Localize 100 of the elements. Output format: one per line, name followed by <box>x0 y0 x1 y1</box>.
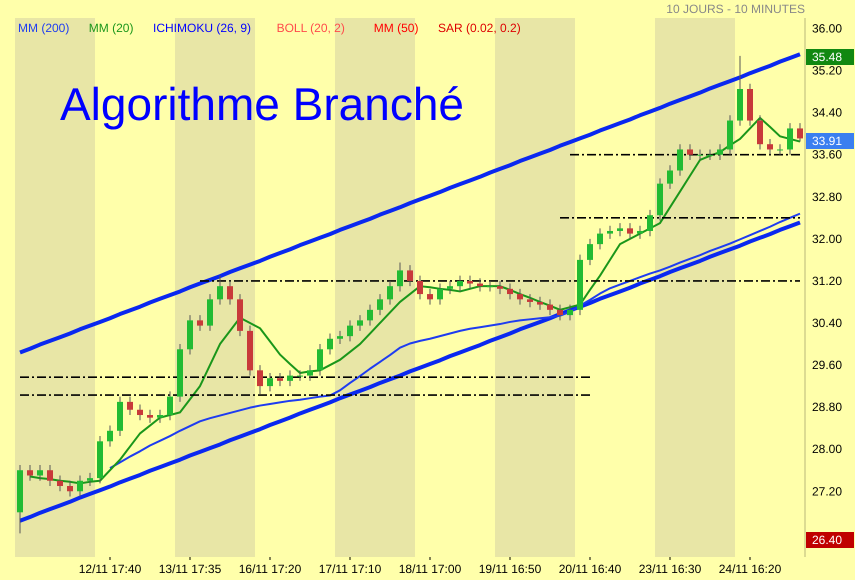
candlestick <box>127 396 133 416</box>
candlestick <box>467 275 473 290</box>
candlestick <box>447 280 453 295</box>
annotation: ICHIMOKU (26, 9) <box>153 21 252 35</box>
line-series <box>18 220 802 523</box>
x-tick-label: 16/11 17:20 <box>238 562 302 576</box>
y-tick-label: 35.20 <box>812 64 842 78</box>
candlestick <box>567 304 573 321</box>
candlestick <box>337 330 343 345</box>
candlestick <box>597 228 603 250</box>
candlestick <box>87 472 93 487</box>
candlestick <box>667 164 673 190</box>
candlestick <box>437 283 443 306</box>
candlestick <box>47 464 53 487</box>
candlestick <box>527 294 533 308</box>
candlestick <box>707 148 713 160</box>
text: 35.48 <box>812 50 842 64</box>
text: MM (200) <box>18 21 70 35</box>
candlestick <box>347 320 353 342</box>
annotation: SAR (0.02, 0.2) <box>438 21 521 35</box>
candlestick <box>607 225 613 240</box>
y-tick-label: 30.40 <box>812 316 842 330</box>
candlestick <box>387 280 393 306</box>
candlestick <box>307 364 313 382</box>
y-tick-label: 34.40 <box>812 106 842 120</box>
y-tick-label: 27.20 <box>812 484 842 498</box>
candlestick <box>547 298 553 316</box>
candlestick <box>427 288 433 306</box>
y-tick-label: 33.60 <box>812 148 842 162</box>
x-tick-label: 13/11 17:35 <box>158 562 222 576</box>
y-tick-label: 36.00 <box>812 22 842 36</box>
x-tick-label: 20/11 16:40 <box>558 562 622 576</box>
line-series <box>18 52 802 354</box>
candlestick <box>497 280 503 295</box>
chart-subtitle: 10 JOURS - 10 MINUTES <box>666 2 805 16</box>
candlestick <box>507 283 513 300</box>
candlestick <box>407 264 413 287</box>
y-tick-label: 28.80 <box>812 400 842 414</box>
candlestick <box>557 304 563 321</box>
x-tick-label: 17/11 17:10 <box>318 562 382 576</box>
candlestick <box>777 144 783 156</box>
candlestick <box>157 409 163 424</box>
candlestick <box>77 474 83 498</box>
annotation: MM (50) <box>374 21 418 35</box>
candlestick <box>57 474 63 492</box>
candlestick <box>697 148 703 160</box>
candlestick <box>137 404 143 421</box>
x-tick-label: 23/11 16:30 <box>638 562 702 576</box>
candlestick <box>327 333 333 356</box>
text: Algorithme Branché <box>60 78 464 130</box>
y-tick-label: 31.20 <box>812 274 842 288</box>
candlestick <box>787 122 793 156</box>
candlestick <box>367 304 373 326</box>
candlestick <box>647 209 653 237</box>
candlestick <box>217 275 223 306</box>
x-tick-label: 24/11 16:20 <box>718 562 782 576</box>
candlestick <box>297 370 303 382</box>
candlestick <box>757 114 763 150</box>
candlestick <box>717 144 723 160</box>
candlestick <box>227 280 233 306</box>
candlestick <box>487 280 493 292</box>
text: MM (20) <box>88 21 134 35</box>
candlestick <box>67 480 73 498</box>
candlestick <box>477 278 483 292</box>
candlestick <box>457 275 463 292</box>
y-tick-label: 32.80 <box>812 190 842 204</box>
y-tick-label: 29.60 <box>812 358 842 372</box>
candlestick <box>797 122 803 142</box>
candlestick <box>767 138 773 156</box>
text: 26.40 <box>812 533 842 547</box>
candlestick <box>417 275 423 300</box>
candlestick <box>27 464 33 482</box>
candlestick <box>587 238 593 266</box>
candlestick <box>517 288 523 306</box>
candlestick <box>277 372 283 387</box>
candlestick <box>267 372 273 392</box>
candlestick <box>687 144 693 160</box>
candlestick <box>107 425 113 448</box>
candlestick <box>147 409 153 424</box>
candlestick <box>357 314 363 332</box>
y-tick-label: 28.00 <box>812 442 842 456</box>
candlestick <box>317 344 323 376</box>
candlestick <box>377 294 383 316</box>
x-tick-label: 12/11 17:40 <box>78 562 142 576</box>
candlestick <box>397 262 403 292</box>
candlestick <box>37 464 43 482</box>
candlestick <box>637 225 643 240</box>
candlestick <box>617 222 623 237</box>
y-tick-label: 32.00 <box>812 232 842 246</box>
x-tick-label: 18/11 17:00 <box>398 562 462 576</box>
candlestick <box>537 296 543 310</box>
text: 33.91 <box>812 134 842 148</box>
x-tick-label: 19/11 16:50 <box>478 562 542 576</box>
line-series <box>109 212 801 470</box>
candlestick <box>677 144 683 176</box>
candlestick <box>167 390 173 421</box>
annotation: BOLL (20, 2) <box>276 21 345 35</box>
candlestick <box>627 222 633 240</box>
candlestick <box>197 314 203 332</box>
candlestick <box>287 370 293 387</box>
